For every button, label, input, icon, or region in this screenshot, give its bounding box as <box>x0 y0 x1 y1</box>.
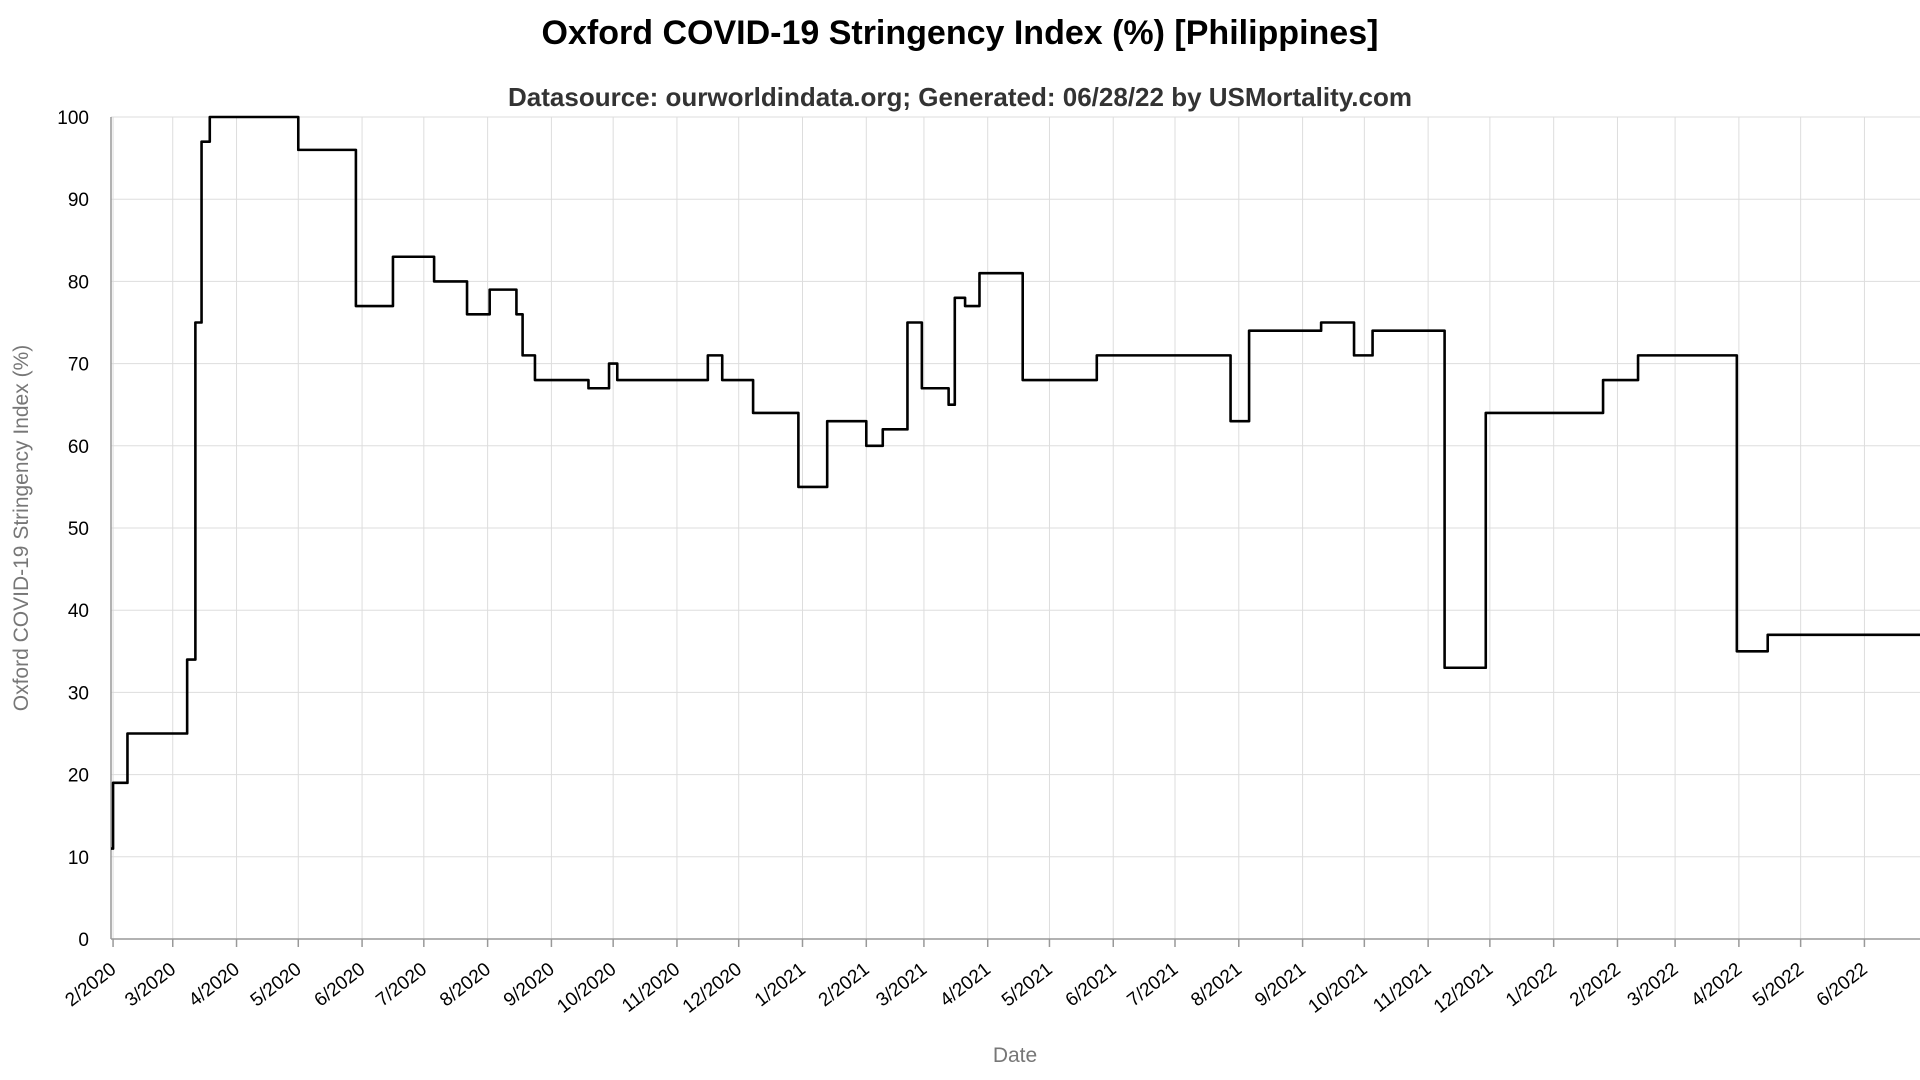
x-tick-label: 2/2022 <box>1566 959 1625 1011</box>
x-tick-label: 3/2020 <box>121 959 180 1011</box>
y-tick-label: 50 <box>68 519 89 540</box>
y-tick-label: 70 <box>68 355 89 376</box>
x-tick-label: 8/2021 <box>1187 959 1246 1011</box>
x-tick-label: 11/2020 <box>618 959 684 1017</box>
x-tick-label: 10/2021 <box>1305 959 1372 1018</box>
x-tick-label: 5/2022 <box>1749 959 1808 1011</box>
x-tick-label: 4/2020 <box>185 959 244 1011</box>
y-tick-label: 60 <box>68 437 89 458</box>
y-tick-label: 90 <box>68 190 89 211</box>
x-tick-label: 1/2022 <box>1502 959 1561 1011</box>
x-tick-label: 9/2020 <box>500 959 559 1011</box>
x-tick-label: 5/2020 <box>247 959 306 1011</box>
x-tick-label: 4/2022 <box>1687 959 1746 1011</box>
axis-labels: 0 10 20 30 40 50 60 70 80 90 100 2/2020 3/2020 4/2020… <box>57 108 1871 1018</box>
x-tick-label: 11/2021 <box>1369 959 1435 1017</box>
grid-lines <box>111 116 1920 940</box>
chart-title: Oxford COVID-19 Stringency Index (%) [Ph… <box>541 14 1379 52</box>
x-tick-label: 2/2020 <box>62 959 121 1011</box>
x-tick-label: 5/2021 <box>998 959 1057 1011</box>
y-tick-label: 10 <box>68 848 89 869</box>
x-tick-label: 10/2020 <box>553 959 620 1018</box>
y-tick-label: 40 <box>68 601 89 622</box>
x-tick-label: 6/2020 <box>311 959 370 1011</box>
series-layer <box>111 115 1920 850</box>
x-tick-label: 8/2020 <box>436 959 495 1011</box>
x-tick-label: 3/2022 <box>1624 959 1683 1011</box>
x-tick-label: 6/2022 <box>1813 959 1872 1011</box>
chart-subtitle: Datasource: ourworldindata.org; Generate… <box>508 82 1412 112</box>
y-tick-label: 100 <box>57 108 89 129</box>
x-tick-label: 6/2021 <box>1062 959 1121 1011</box>
x-tick-label: 1/2021 <box>751 959 810 1011</box>
axes <box>110 117 1920 947</box>
series-line <box>111 115 1920 850</box>
x-tick-label: 7/2021 <box>1124 959 1183 1011</box>
y-tick-label: 0 <box>78 930 89 951</box>
y-axis-title: Oxford COVID-19 Stringency Index (%) <box>10 345 33 711</box>
x-tick-label: 3/2021 <box>872 959 931 1011</box>
y-tick-label: 30 <box>68 683 89 704</box>
x-tick-label: 4/2021 <box>936 959 995 1011</box>
x-tick-label: 9/2021 <box>1251 959 1310 1011</box>
y-tick-label: 80 <box>68 272 89 293</box>
x-tick-label: 12/2021 <box>1430 959 1497 1018</box>
x-axis-title: Date <box>993 1044 1037 1067</box>
x-tick-label: 12/2020 <box>679 959 746 1018</box>
x-tick-label: 2/2021 <box>815 959 874 1011</box>
y-tick-label: 20 <box>68 766 89 787</box>
x-tick-label: 7/2020 <box>372 959 431 1011</box>
